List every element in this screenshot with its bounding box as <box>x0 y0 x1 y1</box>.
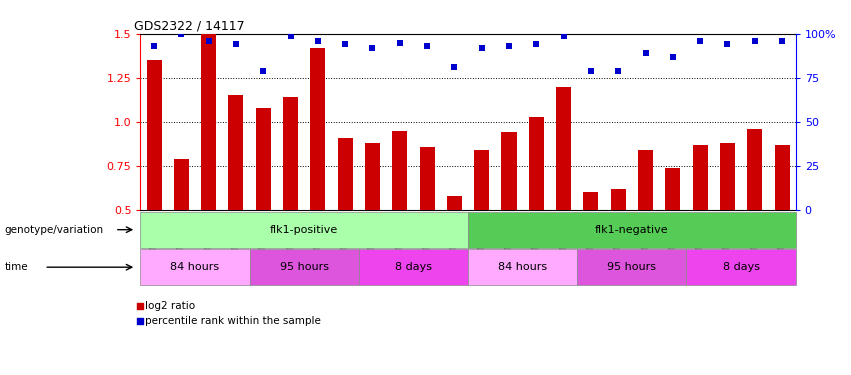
Bar <box>720 143 735 210</box>
Point <box>393 40 407 46</box>
Bar <box>365 143 380 210</box>
Bar <box>392 131 408 210</box>
Text: time: time <box>4 262 28 272</box>
Point <box>666 54 680 60</box>
Point <box>475 45 488 51</box>
Bar <box>174 159 189 210</box>
Text: GDS2322 / 14117: GDS2322 / 14117 <box>134 20 244 33</box>
Point <box>420 43 434 49</box>
Point <box>502 43 516 49</box>
Bar <box>501 132 517 210</box>
Text: flk1-negative: flk1-negative <box>595 225 669 235</box>
Point <box>134 303 147 309</box>
Bar <box>283 97 298 210</box>
Bar <box>528 117 544 210</box>
Bar <box>447 196 462 210</box>
Point <box>639 50 653 56</box>
Point <box>721 41 734 47</box>
Text: log2 ratio: log2 ratio <box>145 301 195 310</box>
Point <box>134 318 147 324</box>
Text: 95 hours: 95 hours <box>608 262 656 272</box>
Text: flk1-positive: flk1-positive <box>270 225 339 235</box>
Text: percentile rank within the sample: percentile rank within the sample <box>145 316 321 326</box>
Point <box>611 68 625 74</box>
Point <box>775 38 789 44</box>
Text: 8 days: 8 days <box>395 262 432 272</box>
Bar <box>420 147 435 210</box>
Point <box>557 33 570 39</box>
Point <box>256 68 270 74</box>
Bar <box>584 192 598 210</box>
Bar <box>638 150 653 210</box>
Point <box>283 33 297 39</box>
Point <box>529 41 543 47</box>
Point <box>584 68 597 74</box>
Bar <box>228 96 243 210</box>
Bar <box>311 48 325 210</box>
Bar <box>747 129 762 210</box>
Bar <box>611 189 625 210</box>
Bar <box>201 34 216 210</box>
Text: 84 hours: 84 hours <box>498 262 547 272</box>
Bar <box>338 138 352 210</box>
Bar <box>774 145 790 210</box>
Point <box>694 38 707 44</box>
Point <box>339 41 352 47</box>
Point <box>311 38 325 44</box>
Point <box>748 38 762 44</box>
Text: 84 hours: 84 hours <box>170 262 220 272</box>
Bar <box>146 60 162 210</box>
Point <box>229 41 243 47</box>
Bar <box>693 145 708 210</box>
Point <box>202 38 215 44</box>
Point <box>366 45 380 51</box>
Text: 8 days: 8 days <box>722 262 760 272</box>
Text: genotype/variation: genotype/variation <box>4 225 103 235</box>
Point <box>174 31 188 37</box>
Text: 95 hours: 95 hours <box>280 262 328 272</box>
Bar <box>556 87 571 210</box>
Point <box>147 43 161 49</box>
Bar <box>665 168 680 210</box>
Bar <box>256 108 271 210</box>
Point <box>448 64 461 70</box>
Bar <box>474 150 489 210</box>
